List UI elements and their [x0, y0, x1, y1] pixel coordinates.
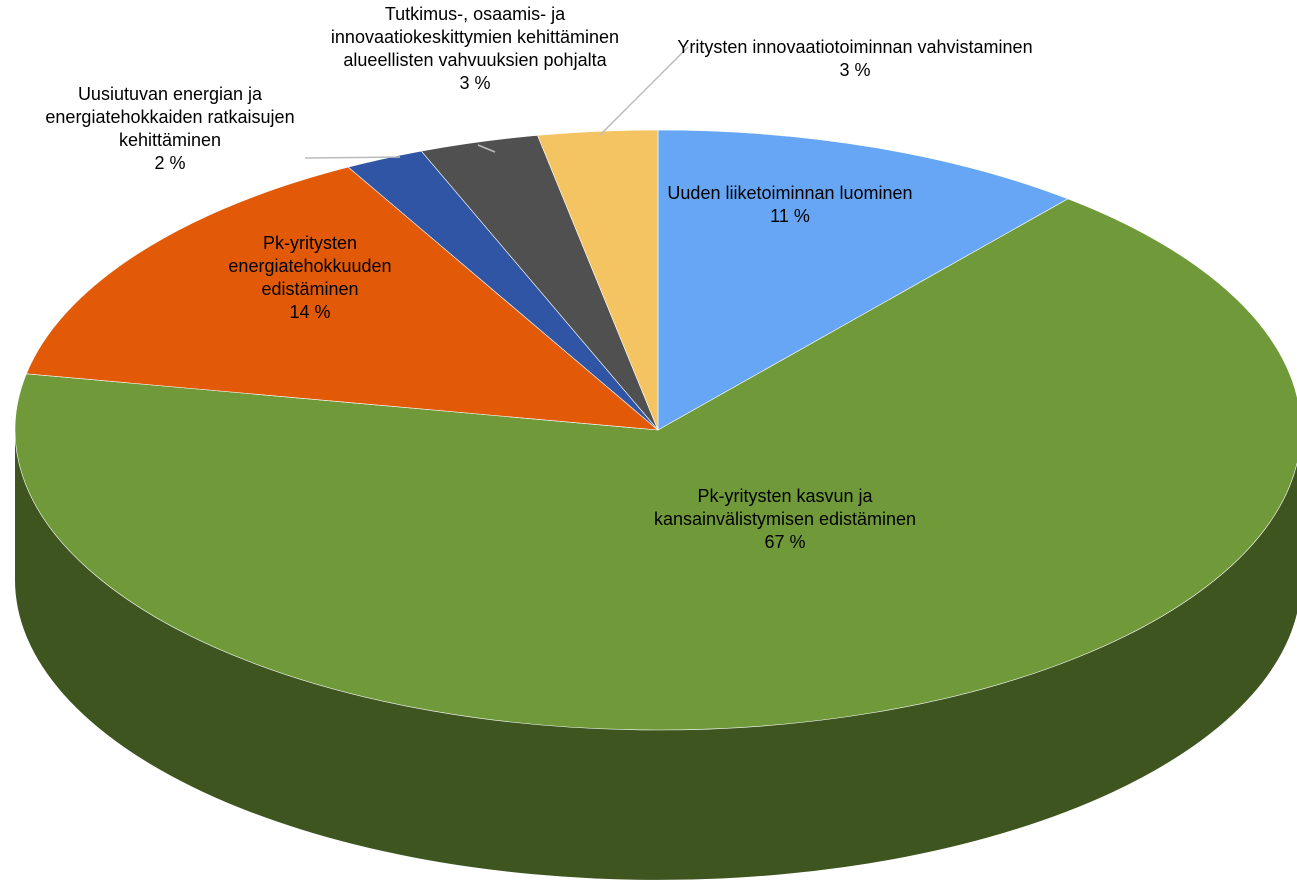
value-label: 14 %: [289, 302, 331, 322]
data-label: Tutkimus-, osaamis- ja innovaatiokeskitt…: [330, 3, 620, 95]
category-label: Pk-yritysten kasvun ja kansainvälistymis…: [653, 486, 917, 529]
leader-line: [477, 144, 496, 153]
category-label: Pk-yritysten energiatehokkuuden edistämi…: [228, 233, 392, 299]
category-label: Uusiutuvan energian ja energiatehokkaide…: [45, 84, 295, 150]
slice: [14, 198, 1297, 731]
slice: [537, 129, 659, 431]
leader-line: [599, 46, 689, 136]
data-label: Uuden liiketoiminnan luominen 11 %: [660, 182, 920, 228]
slice: [657, 129, 1069, 431]
value-label: 3 %: [839, 60, 871, 80]
data-label: Pk-yritysten kasvun ja kansainvälistymis…: [635, 485, 935, 554]
leader-line: [304, 156, 401, 159]
value-label: 11 %: [770, 206, 810, 226]
category-label: Yritysten innovaatiotoiminnan vahvistami…: [677, 37, 1033, 57]
slice: [25, 166, 659, 431]
data-label: Pk-yritysten energiatehokkuuden edistämi…: [190, 232, 430, 324]
data-label: Yritysten innovaatiotoiminnan vahvistami…: [675, 36, 1035, 82]
category-label: Uuden liiketoiminnan luominen: [667, 183, 913, 203]
value-label: 67 %: [764, 532, 806, 552]
slice-side: [15, 430, 1297, 880]
value-label: 2 %: [154, 153, 186, 173]
value-label: 3 %: [459, 73, 491, 93]
category-label: Tutkimus-, osaamis- ja innovaatiokeskitt…: [330, 4, 620, 70]
data-label: Uusiutuvan energian ja energiatehokkaide…: [25, 83, 315, 175]
